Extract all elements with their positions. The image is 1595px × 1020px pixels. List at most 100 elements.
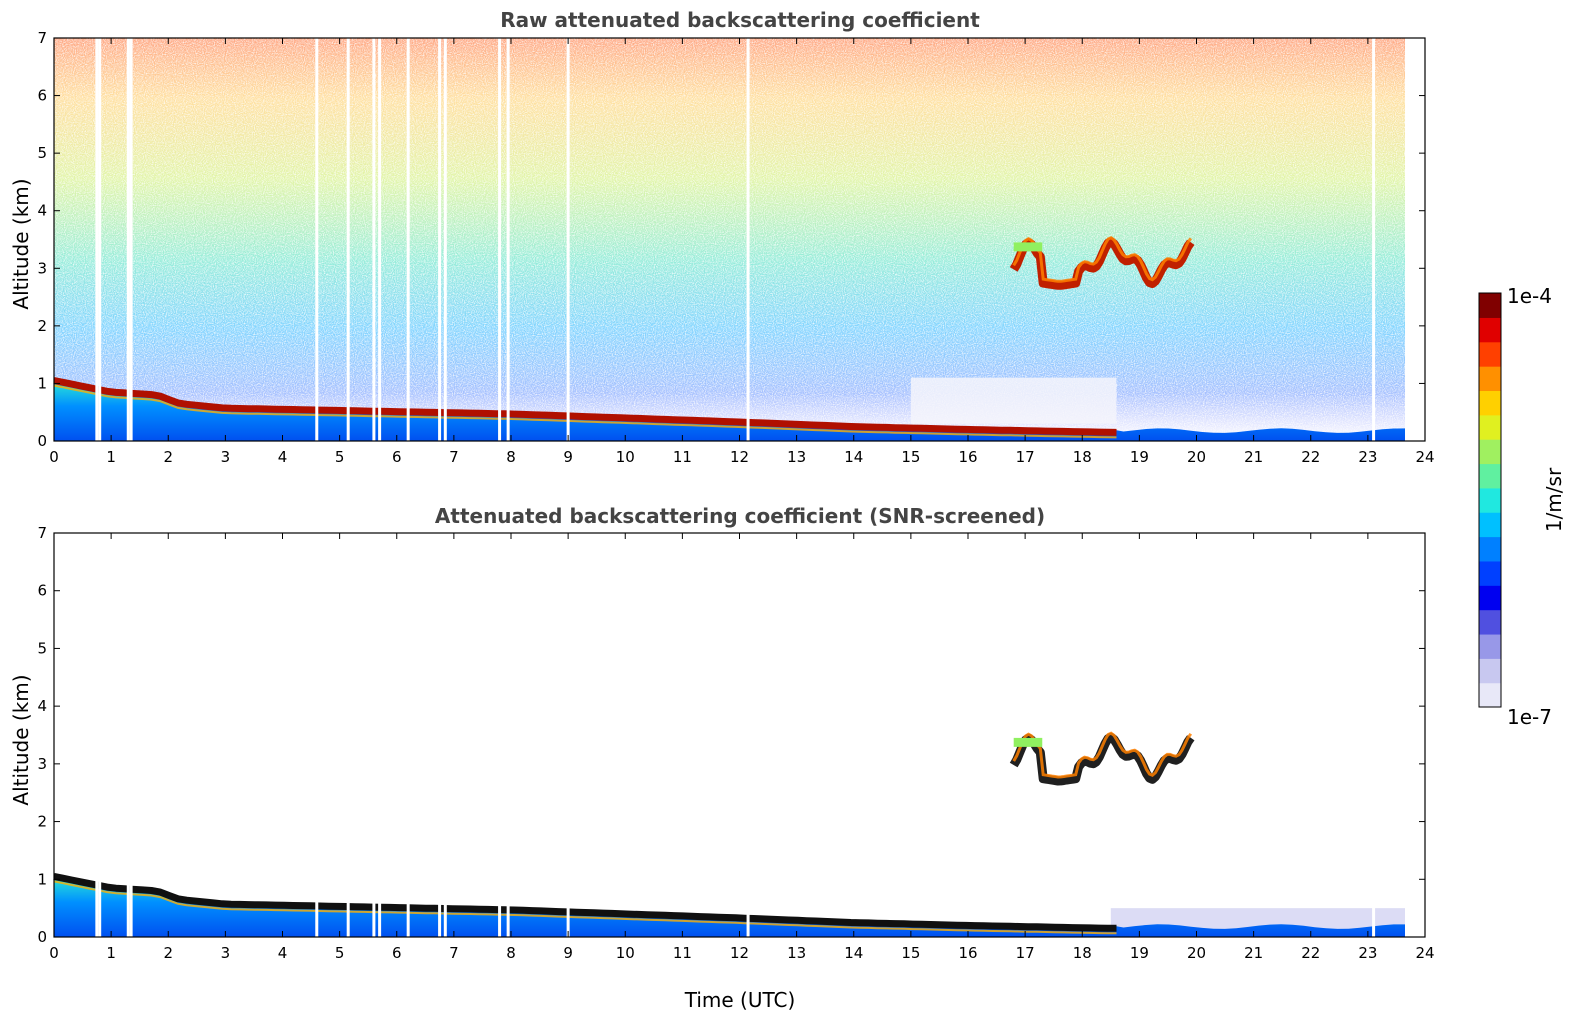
cloud-layer-thin [1013,737,1043,747]
x-tick-label: 6 [392,448,402,466]
y-tick-label: 3 [37,755,47,773]
colorbar-segment [1479,536,1501,562]
cloud-layer-edge [1012,235,1193,283]
plot-area: 0 1 2 3 4 5 6 7 8 9 10 11 12 13 14 15 16 17 18 19 20 21 22 23 24… [37,29,1434,466]
y-tick-label: 3 [37,259,47,277]
x-tick-label: 21 [1244,944,1263,962]
boundary-layer-peak [53,377,1117,436]
missing-data-gap [443,879,447,937]
x-tick-label: 16 [958,448,977,466]
cloud-layer [1009,732,1195,786]
y-axis-label: Altitude (km) [9,178,33,309]
y-tick-label: 6 [37,582,47,600]
x-tick-label: 0 [49,448,59,466]
x-tick-label: 15 [901,944,920,962]
chart-title: Attenuated backscattering coefficient (S… [435,504,1045,528]
x-tick-label: 8 [506,944,516,962]
colorbar-segment [1479,341,1501,367]
x-tick-label: 14 [844,944,863,962]
x-tick-label: 23 [1358,944,1377,962]
missing-data-gap [438,38,442,441]
missing-data-gap [566,38,570,441]
noise-overlay [54,38,1406,441]
x-tick-label: 24 [1415,944,1434,962]
x-tick-label: 11 [673,448,692,466]
missing-data-gap [346,38,350,441]
missing-data-gap [438,879,442,937]
x-tick-label: 24 [1415,448,1434,466]
colorbar-segment [1479,487,1501,513]
boundary-layer-peak [53,872,1117,932]
missing-data-gap [98,879,102,937]
missing-data-gap [506,38,510,441]
x-tick-label: 17 [1016,944,1035,962]
x-tick-label: 2 [163,944,173,962]
x-tick-label: 14 [844,448,863,466]
x-tick-label: 9 [563,944,573,962]
colorbar-segment [1479,633,1501,659]
x-tick-label: 18 [1073,944,1092,962]
x-tick-label: 5 [335,944,345,962]
colorbar-segment [1479,585,1501,611]
missing-data-gap [98,38,102,441]
x-tick-label: 22 [1301,944,1320,962]
x-tick-label: 0 [49,944,59,962]
missing-data-gap [378,38,382,441]
colorbar-segment [1479,439,1501,465]
missing-data-gap [346,879,350,937]
y-tick-label: 5 [37,144,47,162]
y-tick-label: 2 [37,813,47,831]
missing-data-gap [746,38,750,441]
panel-raw: Raw attenuated backscattering coefficien… [9,8,1435,466]
x-tick-label: 5 [335,448,345,466]
x-tick-label: 19 [1130,944,1149,962]
x-tick-label: 17 [1016,448,1035,466]
x-tick-label: 4 [278,944,288,962]
missing-data-gap [1372,879,1376,937]
missing-data-gap [372,879,376,937]
colorbar-min-label: 1e-7 [1507,705,1552,729]
colorbar-segment [1479,512,1501,538]
y-tick-label: 2 [37,317,47,335]
x-tick-label: 21 [1244,448,1263,466]
colorbar-segment [1479,366,1501,392]
y-tick-label: 4 [37,202,47,220]
missing-data-gap [129,879,133,937]
boundary-layer-edge [53,384,1117,439]
colorbar-segment [1479,560,1501,586]
y-tick-label: 7 [37,524,47,542]
y-tick-label: 0 [37,432,47,450]
x-tick-label: 3 [221,448,231,466]
x-tick-label: 1 [106,448,116,466]
low-signal-region [910,377,1117,424]
missing-data-gap [126,879,130,937]
x-tick-label: 15 [901,448,920,466]
x-tick-label: 9 [563,448,573,466]
missing-data-gap [1372,38,1376,441]
colorbar-segment [1479,293,1501,318]
x-tick-label: 13 [787,448,806,466]
cloud-layer-thin [1013,242,1043,252]
x-tick-label: 22 [1301,448,1320,466]
x-tick-label: 8 [506,448,516,466]
colorbar-segment [1479,658,1501,684]
plot-area: 0 1 2 3 4 5 6 7 8 9 10 11 12 13 14 15 16 17 18 19 20 21 22 23 24… [37,524,1434,962]
missing-data-gap [746,879,750,937]
x-axis-label: Time (UTC) [684,988,796,1012]
x-tick-label: 10 [616,448,635,466]
chart-title: Raw attenuated backscattering coefficien… [500,8,980,32]
missing-data-gap [443,38,447,441]
x-tick-label: 11 [673,944,692,962]
colorbar: 1e-4 1e-7 1/m/sr [1478,284,1566,729]
missing-data-gap [372,38,376,441]
aerosol-layer [54,873,1406,937]
missing-data-gap [126,38,130,441]
x-tick-label: 7 [449,448,459,466]
missing-data-gap [406,879,410,937]
x-tick-label: 20 [1187,448,1206,466]
missing-data-gap [506,879,510,937]
y-tick-label: 1 [37,374,47,392]
aerosol-layer [54,377,1406,441]
cloud-layer [1009,237,1195,290]
